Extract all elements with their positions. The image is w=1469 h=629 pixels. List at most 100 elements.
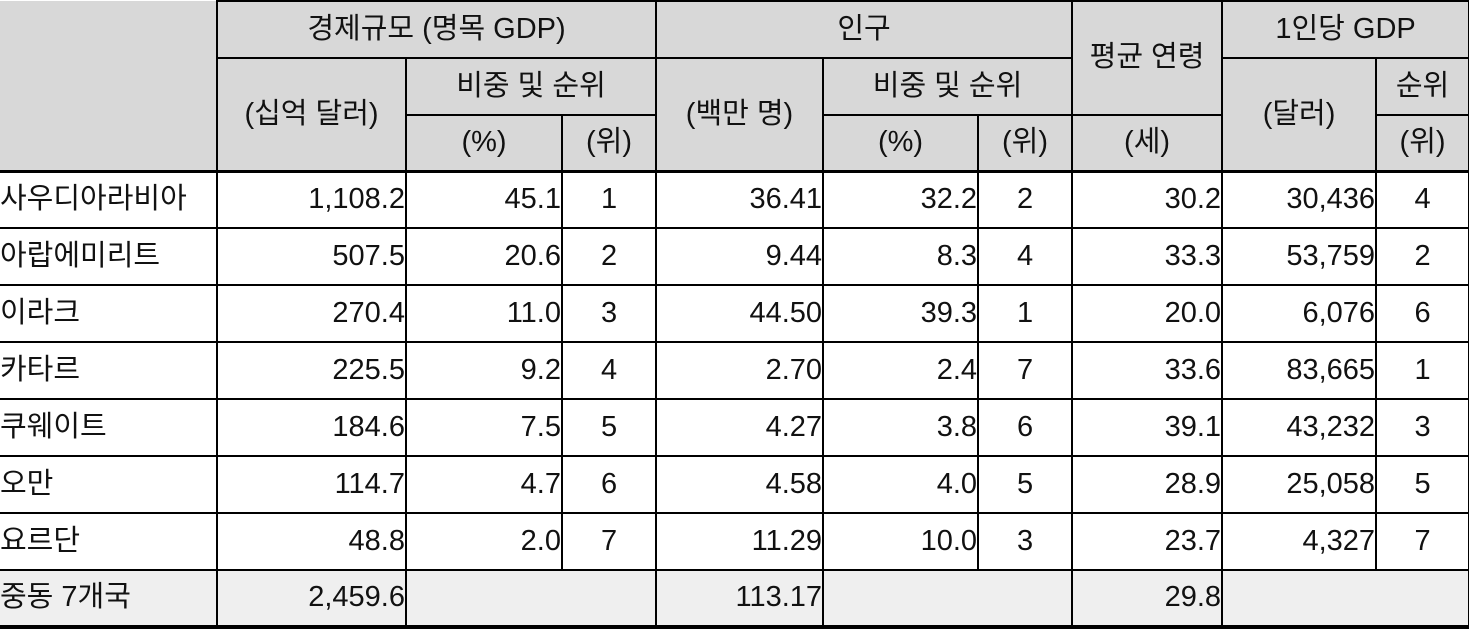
average-age-cell: 23.7: [1071, 512, 1224, 571]
gdp-per-capita-cell: 43,232: [1221, 398, 1378, 457]
country-name-cell: 카타르: [0, 341, 218, 400]
population-value-cell: 9.44: [655, 227, 825, 286]
population-share-cell: 32.2: [822, 169, 980, 229]
total-average-age-value: 29.8: [1071, 569, 1224, 629]
gdp-per-capita-cell: 83,665: [1221, 341, 1378, 400]
header-gdp-per-capita-rank-unit: (위): [1375, 114, 1469, 172]
header-average-age: 평균 연령: [1071, 0, 1224, 116]
gdp-per-capita-rank-cell: 1: [1375, 341, 1469, 400]
gdp-share-cell: 4.7: [405, 455, 563, 514]
gdp-value-cell: 184.6: [216, 398, 407, 457]
gdp-share-cell: 45.1: [405, 169, 563, 229]
gdp-rank-cell: 6: [560, 455, 658, 514]
table-header: 경제규모 (명목 GDP) 인구 평균 연령 1인당 GDP (십억 달러) 비…: [0, 0, 1469, 172]
population-rank-cell: 2: [977, 169, 1074, 229]
gdp-per-capita-cell: 4,327: [1221, 512, 1378, 571]
gdp-per-capita-rank-cell: 6: [1375, 284, 1469, 343]
gdp-share-cell: 7.5: [405, 398, 563, 457]
total-row: 중동 7개국 2,459.6 113.17 29.8: [0, 569, 1469, 629]
average-age-cell: 28.9: [1071, 455, 1224, 514]
country-name-cell: 요르단: [0, 512, 218, 571]
header-gdp-per-capita-unit: (달러): [1221, 57, 1378, 172]
gdp-rank-cell: 3: [560, 284, 658, 343]
gdp-value-cell: 225.5: [216, 341, 407, 400]
country-row: 아랍에미리트 507.5 20.6 2 9.44 8.3 4 33.3 53,7…: [0, 227, 1469, 286]
country-name-cell: 사우디아라비아: [0, 169, 218, 229]
gdp-value-cell: 1,108.2: [216, 169, 407, 229]
average-age-cell: 20.0: [1071, 284, 1224, 343]
gdp-per-capita-rank-cell: 7: [1375, 512, 1469, 571]
population-share-cell: 2.4: [822, 341, 980, 400]
header-population-unit: (백만 명): [655, 57, 825, 172]
header-economy-unit: (십억 달러): [216, 57, 407, 172]
header-population-group: 인구: [655, 0, 1074, 59]
gdp-per-capita-rank-cell: 3: [1375, 398, 1469, 457]
total-gdp-per-capita-empty: [1221, 569, 1469, 629]
gdp-value-cell: 270.4: [216, 284, 407, 343]
header-economy-pct-unit: (%): [405, 114, 563, 172]
population-rank-cell: 7: [977, 341, 1074, 400]
total-population-value: 113.17: [655, 569, 825, 629]
header-gdp-per-capita-rank: 순위: [1375, 57, 1469, 116]
population-value-cell: 2.70: [655, 341, 825, 400]
header-economy-rank-unit: (위): [560, 114, 658, 172]
gdp-per-capita-cell: 25,058: [1221, 455, 1378, 514]
total-population-share-rank-empty: [822, 569, 1074, 629]
average-age-cell: 30.2: [1071, 169, 1224, 229]
population-value-cell: 11.29: [655, 512, 825, 571]
country-name-cell: 쿠웨이트: [0, 398, 218, 457]
gdp-value-cell: 114.7: [216, 455, 407, 514]
header-average-age-unit: (세): [1071, 114, 1224, 172]
gdp-share-cell: 20.6: [405, 227, 563, 286]
population-share-cell: 39.3: [822, 284, 980, 343]
table-body: 사우디아라비아 1,108.2 45.1 1 36.41 32.2 2 30.2…: [0, 169, 1469, 629]
average-age-cell: 33.3: [1071, 227, 1224, 286]
country-name-cell: 이라크: [0, 284, 218, 343]
total-gdp-value: 2,459.6: [216, 569, 407, 629]
population-rank-cell: 6: [977, 398, 1074, 457]
country-name-cell: 아랍에미리트: [0, 227, 218, 286]
header-gdp-per-capita-group: 1인당 GDP: [1221, 0, 1469, 59]
population-rank-cell: 4: [977, 227, 1074, 286]
population-value-cell: 44.50: [655, 284, 825, 343]
country-row: 이라크 270.4 11.0 3 44.50 39.3 1 20.0 6,076…: [0, 284, 1469, 343]
header-economy-share-rank: 비중 및 순위: [404, 57, 658, 116]
population-share-cell: 3.8: [822, 398, 980, 457]
header-population-rank-unit: (위): [977, 114, 1074, 172]
gdp-share-cell: 2.0: [405, 512, 563, 571]
gdp-per-capita-cell: 6,076: [1221, 284, 1378, 343]
gdp-rank-cell: 4: [560, 341, 658, 400]
gdp-value-cell: 48.8: [216, 512, 407, 571]
header-population-share-rank: 비중 및 순위: [822, 57, 1074, 116]
gdp-rank-cell: 2: [560, 227, 658, 286]
population-rank-cell: 5: [977, 455, 1074, 514]
average-age-cell: 33.6: [1071, 341, 1224, 400]
country-row: 사우디아라비아 1,108.2 45.1 1 36.41 32.2 2 30.2…: [0, 169, 1469, 229]
header-population-pct-unit: (%): [822, 114, 980, 172]
gdp-per-capita-cell: 30,436: [1221, 169, 1378, 229]
population-rank-cell: 1: [977, 284, 1074, 343]
total-gdp-share-rank-empty: [404, 569, 658, 629]
population-value-cell: 4.27: [655, 398, 825, 457]
gdp-share-cell: 11.0: [405, 284, 563, 343]
country-row: 요르단 48.8 2.0 7 11.29 10.0 3 23.7 4,327 7: [0, 512, 1469, 571]
header-economy-group: 경제규모 (명목 GDP): [215, 0, 658, 59]
gdp-rank-cell: 7: [560, 512, 658, 571]
gdp-per-capita-rank-cell: 5: [1375, 455, 1469, 514]
gdp-per-capita-rank-cell: 2: [1375, 227, 1469, 286]
average-age-cell: 39.1: [1071, 398, 1224, 457]
gdp-value-cell: 507.5: [216, 227, 407, 286]
gdp-share-cell: 9.2: [405, 341, 563, 400]
population-value-cell: 36.41: [655, 169, 825, 229]
gdp-rank-cell: 5: [560, 398, 658, 457]
country-row: 쿠웨이트 184.6 7.5 5 4.27 3.8 6 39.1 43,232 …: [0, 398, 1469, 457]
country-row: 오만 114.7 4.7 6 4.58 4.0 5 28.9 25,058 5: [0, 455, 1469, 514]
total-row-label: 중동 7개국: [0, 569, 218, 629]
country-row: 카타르 225.5 9.2 4 2.70 2.4 7 33.6 83,665 1: [0, 341, 1469, 400]
header-country: [0, 1, 218, 172]
country-name-cell: 오만: [0, 455, 218, 514]
gdp-per-capita-rank-cell: 4: [1375, 169, 1469, 229]
gdp-rank-cell: 1: [560, 169, 658, 229]
population-share-cell: 4.0: [822, 455, 980, 514]
